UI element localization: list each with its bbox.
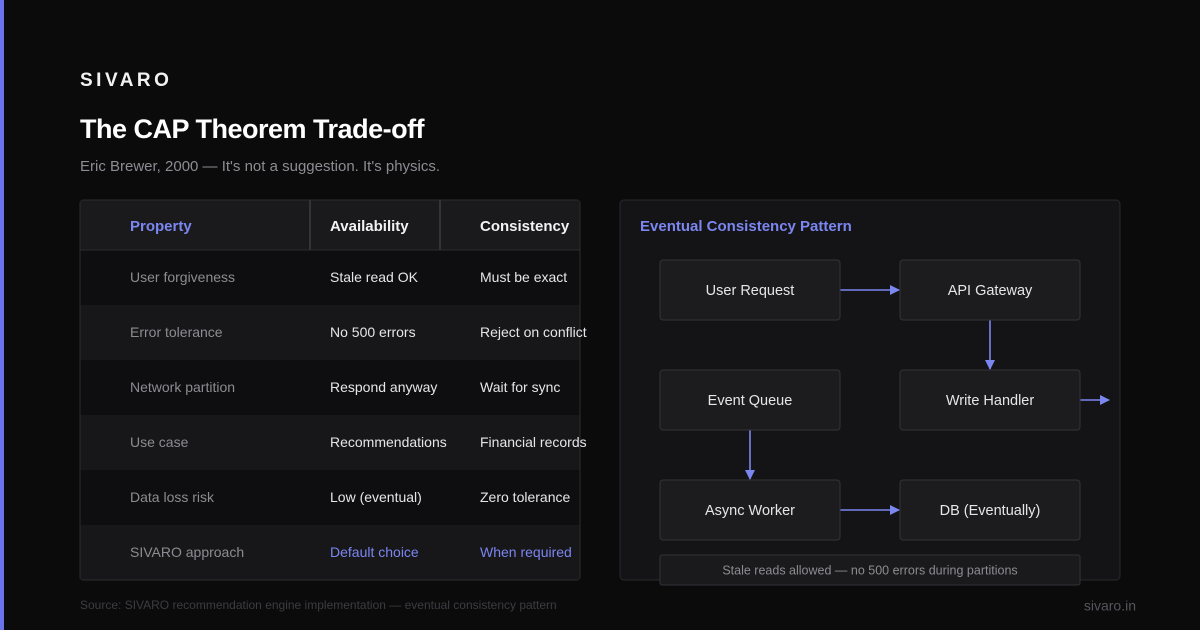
diagram: Eventual Consistency Pattern Stale reads… <box>619 199 1121 586</box>
diagram-title: Eventual Consistency Pattern <box>640 218 852 235</box>
table-header: Consistency <box>480 218 570 235</box>
table-cell: Data loss risk <box>130 489 215 505</box>
table-cell: Respond anyway <box>330 379 437 395</box>
table-cell: Error tolerance <box>130 324 223 340</box>
subtitle: Eric Brewer, 2000 — It's not a suggestio… <box>80 158 440 175</box>
row-bg <box>80 525 580 580</box>
accent-bar <box>0 0 4 630</box>
table-cell: Use case <box>130 434 189 450</box>
node-label: User Request <box>706 283 795 299</box>
table-cell: Default choice <box>330 544 419 560</box>
row-bg <box>80 415 580 470</box>
table-cell: Wait for sync <box>480 379 560 395</box>
diagram-note: Stale reads allowed — no 500 errors duri… <box>722 563 1017 577</box>
footer: sivaro.in <box>1084 598 1136 614</box>
title: The CAP Theorem Trade-off <box>80 114 426 144</box>
node-box <box>659 369 841 431</box>
table-cell: Recommendations <box>330 434 447 450</box>
table-cell: Network partition <box>130 379 235 395</box>
table-header: Availability <box>330 218 409 235</box>
table-header: Property <box>130 218 192 235</box>
table-cell: SIVARO approach <box>130 544 244 560</box>
table-cell: Must be exact <box>480 269 567 285</box>
table-cell: Financial records <box>480 434 587 450</box>
node-label: DB (Eventually) <box>940 503 1041 519</box>
table-cell: User forgiveness <box>130 269 235 285</box>
table-cell: Zero tolerance <box>480 489 570 505</box>
node-box <box>899 369 1081 431</box>
node-label: Async Worker <box>705 503 795 519</box>
node-box <box>899 479 1081 541</box>
table-cell: When required <box>480 544 572 560</box>
table-cell: No 500 errors <box>330 324 416 340</box>
table-cell: Low (eventual) <box>330 489 422 505</box>
node-box <box>659 259 841 321</box>
table-cell: Reject on conflict <box>480 324 587 340</box>
brand: SIVARO <box>80 70 172 91</box>
table-cell: Stale read OK <box>330 269 419 285</box>
node-label: API Gateway <box>948 283 1033 299</box>
row-bg <box>80 305 580 360</box>
node-box <box>659 479 841 541</box>
table-frame <box>79 199 581 581</box>
table-header-bg <box>80 200 580 250</box>
node-label: Write Handler <box>946 393 1035 409</box>
table: Property Availability Consistency User forg… <box>79 199 587 581</box>
source: Source: SIVARO recommendation engine imp… <box>80 598 557 612</box>
node-label: Event Queue <box>708 393 793 409</box>
note-box <box>659 554 1081 586</box>
node-box <box>899 259 1081 321</box>
